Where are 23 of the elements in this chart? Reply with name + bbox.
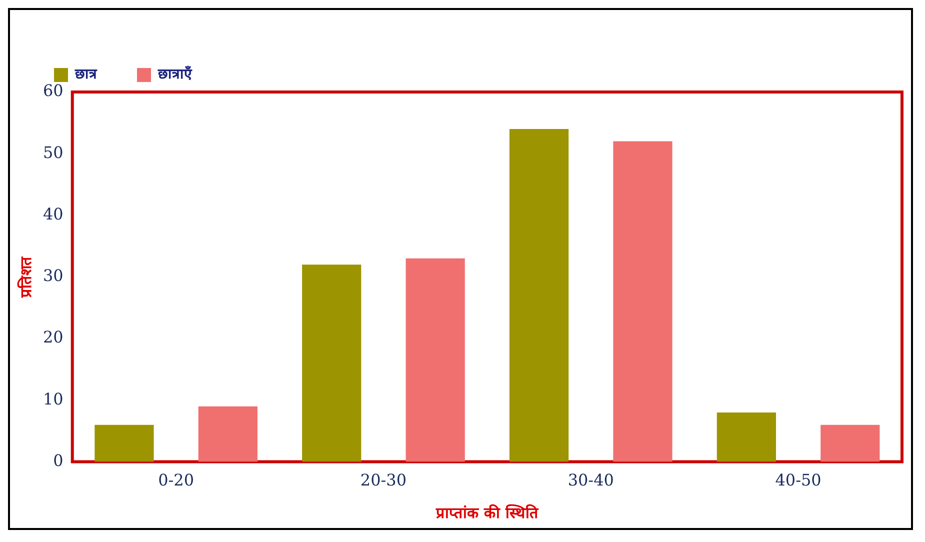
legend-label: छात्र xyxy=(74,66,98,83)
x-axis-title: प्राप्तांक की स्थिति xyxy=(434,504,540,522)
x-tick-label: 20-30 xyxy=(360,470,407,490)
x-tick-label: 30-40 xyxy=(568,470,614,490)
y-tick-label: 60 xyxy=(43,81,64,100)
legend-label: छात्राएँ xyxy=(157,66,193,83)
bar xyxy=(302,264,362,462)
bar xyxy=(509,128,569,462)
y-tick-label: 10 xyxy=(43,389,64,408)
bar xyxy=(716,412,776,462)
x-tick-label: 40-50 xyxy=(775,470,822,490)
bar xyxy=(198,406,258,462)
bar xyxy=(613,141,672,462)
y-tick-label: 20 xyxy=(43,328,64,347)
y-tick-label: 40 xyxy=(43,204,64,224)
x-tick-label: 0-20 xyxy=(158,470,194,490)
y-axis-title: प्रतिशत xyxy=(16,255,35,298)
bar xyxy=(94,424,154,462)
y-tick-label: 0 xyxy=(53,450,64,470)
y-tick-label: 50 xyxy=(43,142,64,162)
bar xyxy=(820,424,880,462)
bar xyxy=(406,258,465,462)
y-tick-label: 30 xyxy=(43,266,64,286)
